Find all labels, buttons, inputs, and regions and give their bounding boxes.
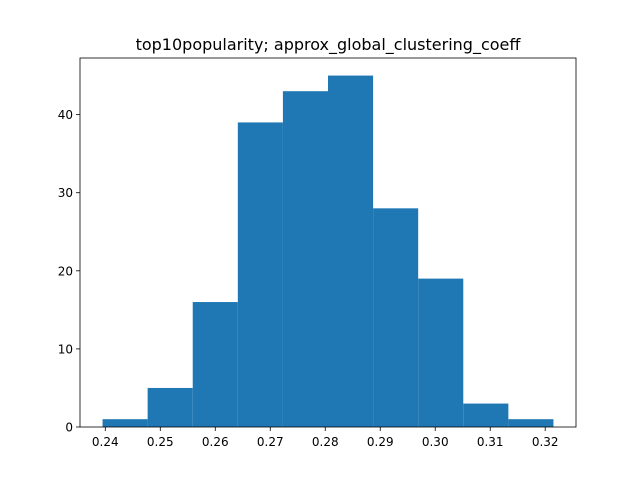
histogram-bar bbox=[328, 75, 374, 428]
y-tick-label: 10 bbox=[58, 342, 73, 356]
bars-group bbox=[102, 75, 554, 428]
x-tick-label: 0.25 bbox=[147, 435, 174, 449]
y-tick-label: 0 bbox=[65, 421, 73, 435]
histogram-bar bbox=[102, 419, 148, 427]
x-tick-label: 0.26 bbox=[202, 435, 229, 449]
histogram-bar bbox=[508, 419, 554, 427]
chart-title: top10popularity; approx_global_clusterin… bbox=[136, 35, 522, 55]
y-tick-label: 20 bbox=[58, 264, 73, 278]
histogram-bar bbox=[192, 302, 238, 427]
x-tick-label: 0.27 bbox=[257, 435, 284, 449]
histogram-bar bbox=[282, 91, 328, 427]
histogram-bar bbox=[147, 387, 193, 427]
histogram-bar bbox=[237, 122, 283, 427]
x-tick-label: 0.24 bbox=[92, 435, 119, 449]
x-tick-label: 0.29 bbox=[367, 435, 394, 449]
histogram-bar bbox=[373, 208, 419, 427]
x-tick-label: 0.28 bbox=[312, 435, 339, 449]
plot-frame bbox=[79, 57, 577, 428]
y-tick-label: 40 bbox=[58, 108, 73, 122]
x-tick-label: 0.30 bbox=[422, 435, 449, 449]
axes-group: 0.24 0.25 0.26 0.27 0.28 0.29 0.30 0.31 0.32 0 10 2… bbox=[58, 57, 577, 449]
y-tick-label: 30 bbox=[58, 186, 73, 200]
histogram-bar bbox=[418, 278, 464, 427]
histogram-bar bbox=[463, 403, 509, 427]
x-tick-label: 0.31 bbox=[477, 435, 504, 449]
x-tick-label: 0.32 bbox=[532, 435, 559, 449]
